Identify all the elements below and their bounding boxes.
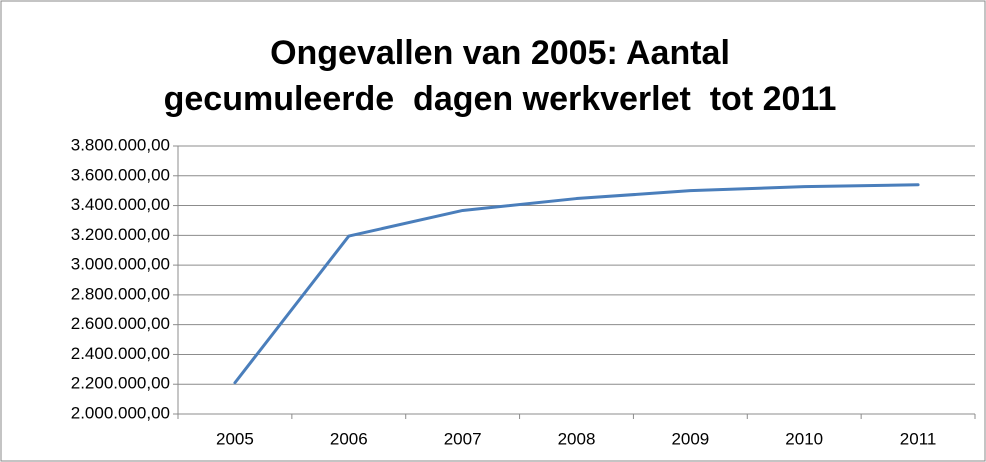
x-tick-label: 2009 [671,429,709,448]
y-tick-label: 2.000.000,00 [71,403,170,422]
y-tick-label: 2.200.000,00 [71,374,170,393]
y-tick-label: 2.400.000,00 [71,344,170,363]
y-tick-label: 2.800.000,00 [71,284,170,303]
y-tick-label: 3.200.000,00 [71,225,170,244]
y-tick-label: 3.800.000,00 [71,135,170,154]
x-tick-label: 2008 [558,429,596,448]
x-tick-label: 2006 [330,429,368,448]
y-tick-label: 3.000.000,00 [71,255,170,274]
data-line [233,183,920,385]
chart-title: Ongevallen van 2005: Aantal [270,34,730,72]
x-tick-label: 2007 [444,429,482,448]
y-tick-label: 2.600.000,00 [71,314,170,333]
x-tick-label: 2011 [900,429,937,448]
x-tick-label: 2005 [216,429,254,448]
x-tick-label: 2010 [785,429,823,448]
y-tick-label: 3.600.000,00 [71,165,170,184]
chart-title: gecumuleerde dagen werkverlet tot 2011 [164,80,837,118]
y-tick-label: 3.400.000,00 [71,195,170,214]
